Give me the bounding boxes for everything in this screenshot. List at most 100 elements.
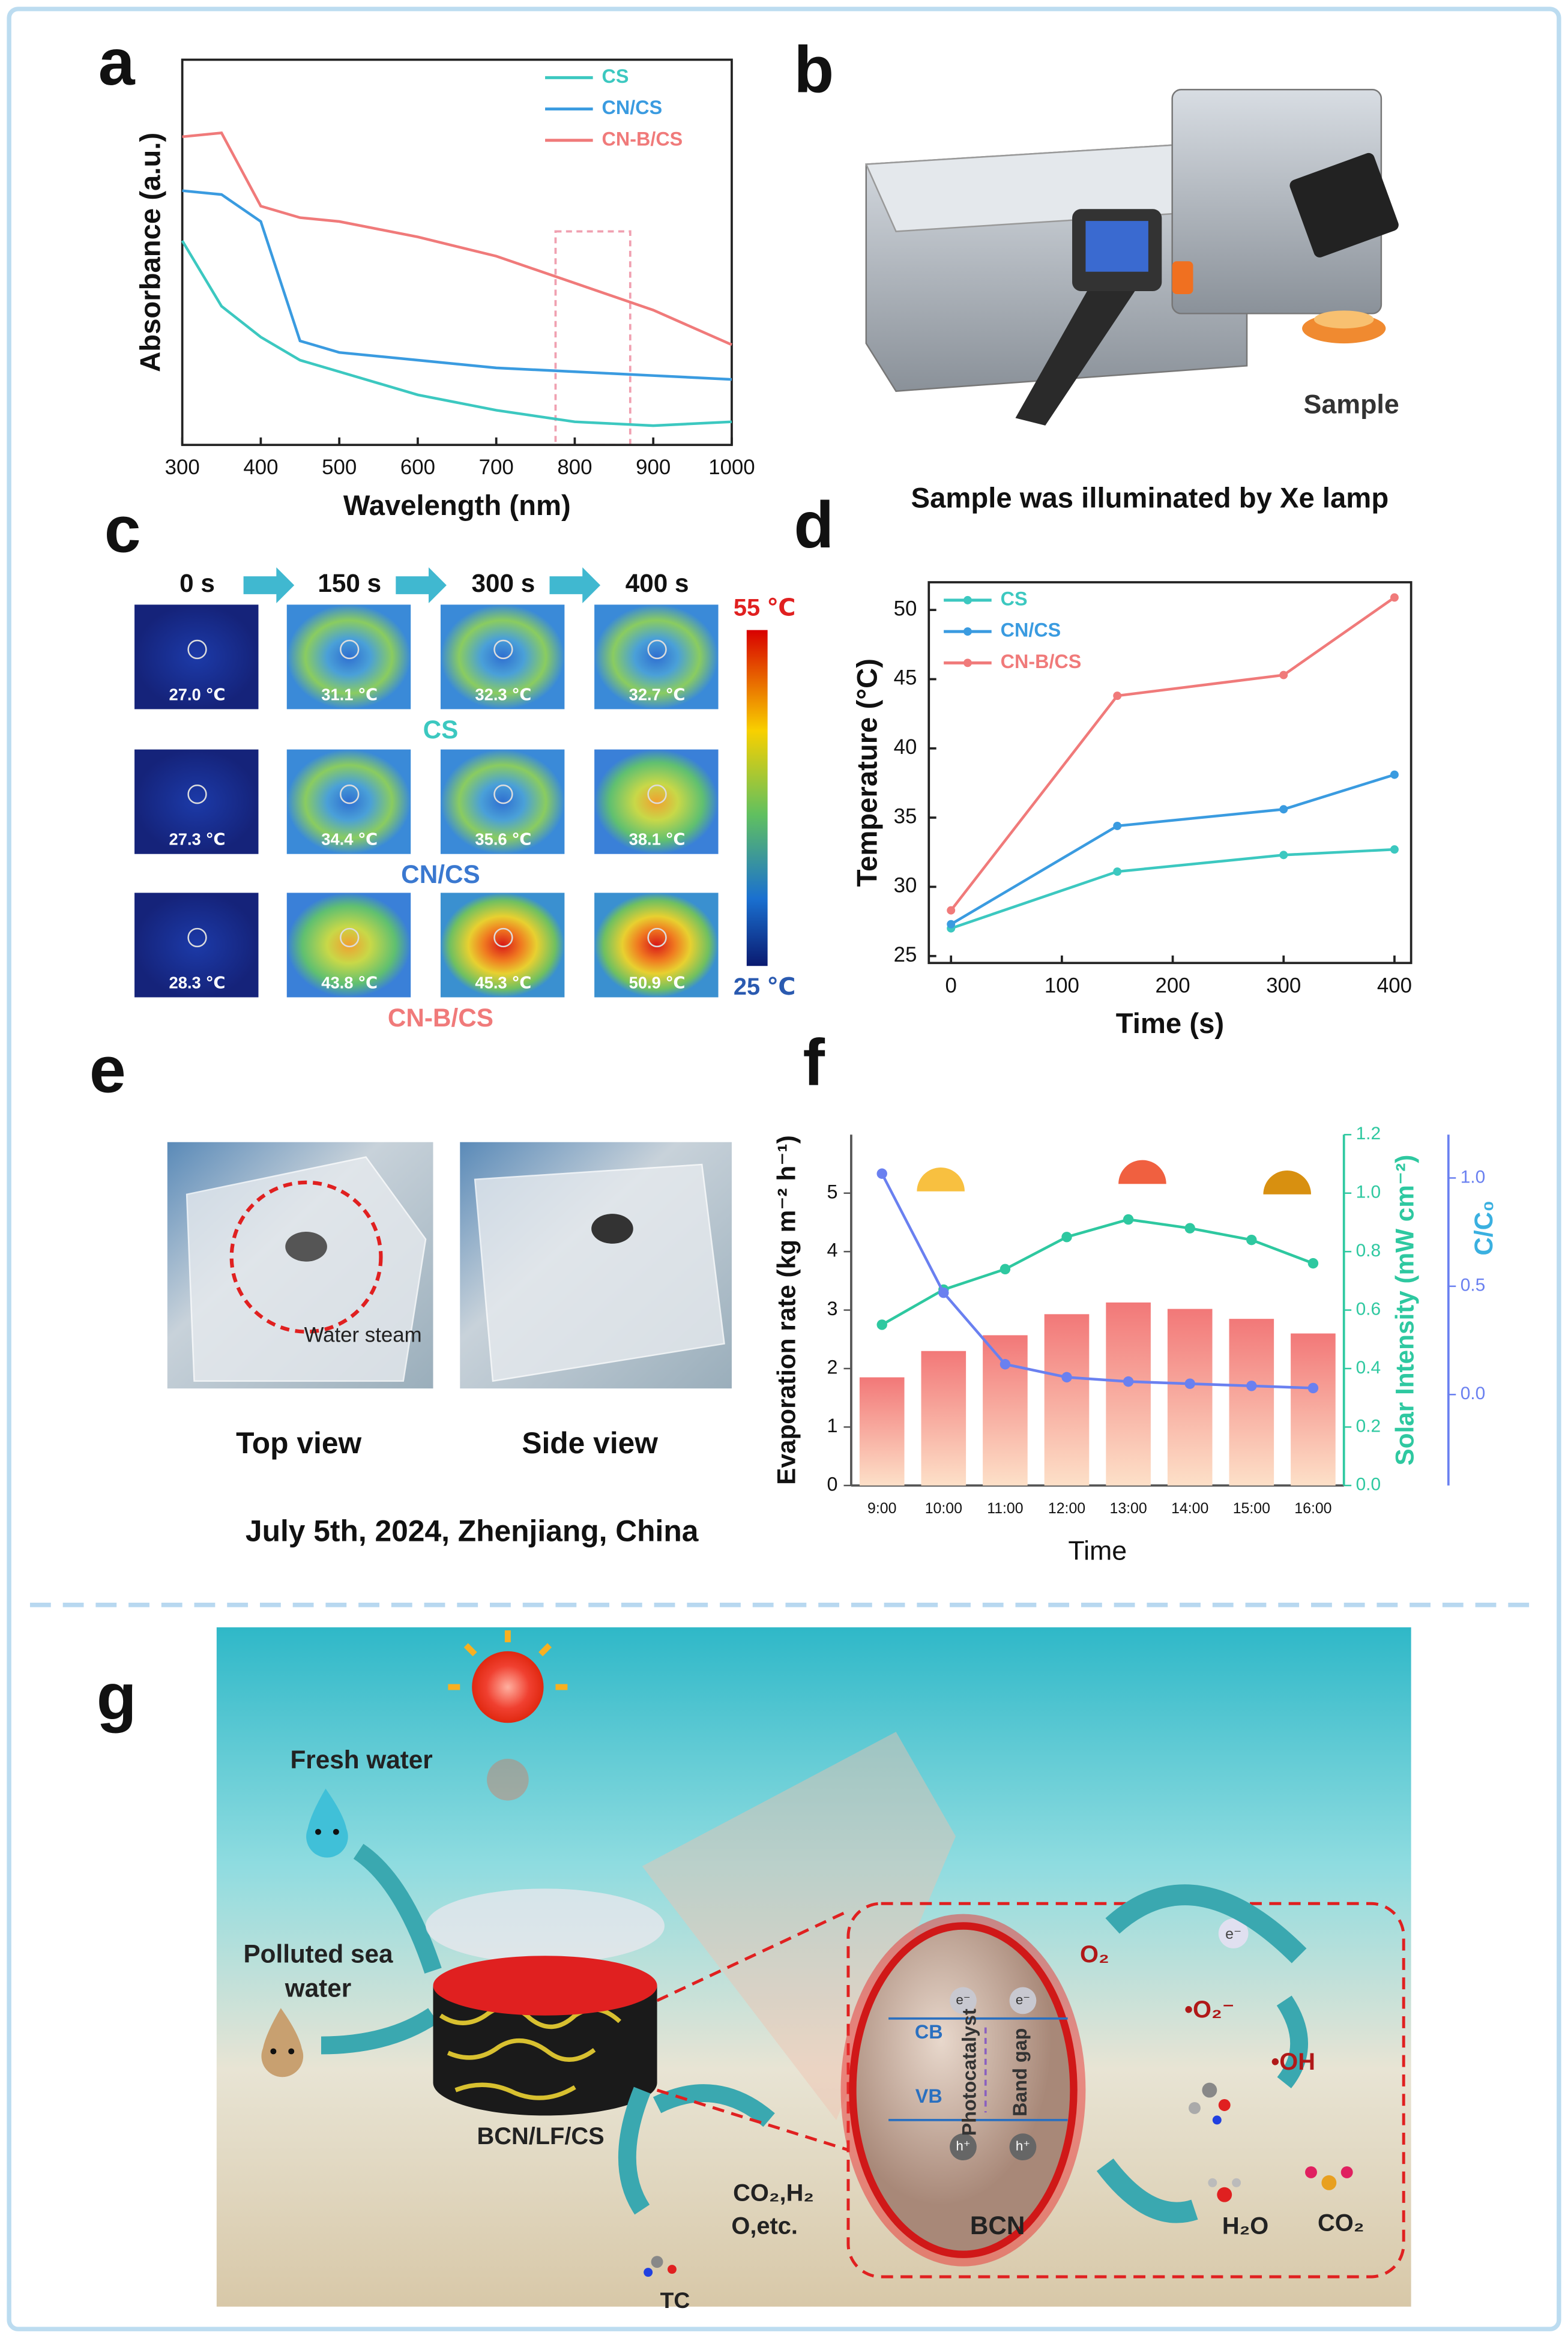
x-tick-label: 500 xyxy=(322,456,357,479)
x-tick-label: 200 xyxy=(1156,974,1190,997)
x-axis-label: Wavelength (nm) xyxy=(343,490,571,522)
temperature-label: 28.3 ℃ xyxy=(169,973,226,992)
thermal-image xyxy=(440,893,565,998)
series-marker xyxy=(1279,805,1288,814)
legend-label: CS xyxy=(602,65,629,87)
spot-marker xyxy=(187,639,207,660)
series-marker xyxy=(1307,1258,1319,1269)
y-axis-label: Evaporation rate (kg m⁻² h⁻¹) xyxy=(773,1135,801,1484)
weather-icon xyxy=(917,1167,965,1192)
label: CO₂ xyxy=(1318,2210,1364,2236)
series-marker xyxy=(1307,1382,1319,1394)
spot-marker xyxy=(493,785,513,804)
y3-tick-label: 0.0 xyxy=(1461,1384,1485,1403)
legend-marker xyxy=(963,627,972,636)
y-tick-label: 45 xyxy=(894,666,917,690)
x-tick-label: 100 xyxy=(1045,974,1079,997)
x-axis-label: Time xyxy=(1068,1536,1127,1566)
legend-label: CS xyxy=(1001,588,1028,609)
label: BCN xyxy=(970,2211,1025,2240)
highlight-box xyxy=(554,230,632,447)
label: H₂O xyxy=(1222,2213,1268,2239)
x-tick-label: 400 xyxy=(243,456,278,479)
panel-letter: d xyxy=(794,489,834,562)
spot-marker xyxy=(647,927,667,948)
row-label: CN-B/CS xyxy=(388,1004,493,1032)
time-arrow xyxy=(549,567,601,603)
label: Polluted sea xyxy=(243,1939,393,1968)
label: CB xyxy=(915,2021,943,2043)
thermal-image xyxy=(134,604,259,710)
x-tick-label: 900 xyxy=(636,456,671,479)
series-marker xyxy=(1390,593,1399,602)
y-tick-label: 4 xyxy=(827,1240,838,1261)
temperature-label: 27.3 ℃ xyxy=(169,830,226,849)
series-marker xyxy=(1390,845,1399,854)
bar xyxy=(983,1335,1028,1486)
thermal-image xyxy=(286,749,411,854)
x-tick-label: 300 xyxy=(165,456,200,479)
series-marker xyxy=(1279,851,1288,860)
time-arrow xyxy=(396,567,447,603)
temperature-label: 27.0 ℃ xyxy=(169,685,226,704)
temperature-label: 43.8 ℃ xyxy=(321,973,378,992)
photos xyxy=(167,1142,732,1389)
series-marker xyxy=(1061,1232,1072,1243)
x-tick-label: 0 xyxy=(945,974,957,997)
time-arrow xyxy=(243,567,295,603)
bar xyxy=(1044,1314,1090,1486)
annotation: Water steam xyxy=(304,1323,422,1346)
legend-marker xyxy=(963,658,972,667)
series-marker xyxy=(1123,1376,1134,1387)
device-illustration xyxy=(864,88,1399,426)
temperature-label: 32.3 ℃ xyxy=(475,685,531,704)
series-marker xyxy=(1000,1359,1011,1370)
thermal-image xyxy=(134,749,259,854)
series-line xyxy=(182,189,732,381)
spot-marker xyxy=(647,785,667,804)
x-tick-label: 300 xyxy=(1266,974,1301,997)
series-marker xyxy=(876,1168,887,1179)
label: •OH xyxy=(1271,2049,1315,2075)
label: O₂ xyxy=(1080,1941,1109,1968)
label: e⁻ xyxy=(1225,1926,1241,1942)
bar xyxy=(1167,1309,1213,1486)
y3-tick-label: 1.0 xyxy=(1461,1167,1485,1187)
series-line xyxy=(950,596,1396,911)
panel-letter: f xyxy=(803,1026,825,1099)
series-marker xyxy=(1246,1234,1257,1246)
series-marker xyxy=(1061,1372,1072,1383)
plot-frame xyxy=(181,58,733,447)
y3-tick-label: 0.5 xyxy=(1461,1276,1485,1295)
temperature-label: 34.4 ℃ xyxy=(321,830,378,849)
y-tick-label: 1 xyxy=(827,1415,838,1436)
y2-tick-label: 0.4 xyxy=(1356,1358,1381,1378)
panel-letter: b xyxy=(794,33,834,106)
scale-min: 25 ℃ xyxy=(734,974,795,1000)
panel-letter: e xyxy=(89,1034,126,1107)
y3-axis-label: C/C₀ xyxy=(1470,1201,1498,1256)
figure-border xyxy=(7,7,1561,2331)
series-line xyxy=(181,240,732,427)
series-marker xyxy=(876,1319,887,1330)
label: e⁻ xyxy=(1016,1992,1030,2007)
thermal-image xyxy=(440,749,565,854)
legend-label: CN/CS xyxy=(602,97,663,118)
x-tick-label: 11:00 xyxy=(987,1500,1023,1517)
temperature-label: 31.1 ℃ xyxy=(321,685,378,704)
panel-letter: a xyxy=(98,26,136,99)
x-tick-label: 14:00 xyxy=(1171,1500,1208,1517)
temperature-label: 38.1 ℃ xyxy=(629,830,686,849)
spot-marker xyxy=(647,639,667,660)
temperature-label: 35.6 ℃ xyxy=(475,830,531,849)
bar xyxy=(1229,1319,1274,1486)
thermal-image xyxy=(286,604,411,710)
label: Photocatalyst xyxy=(958,2008,980,2136)
series-marker xyxy=(947,920,956,929)
legend-label: CN-B/CS xyxy=(1001,651,1082,672)
row-label: CN/CS xyxy=(401,860,480,888)
x-tick-label: 1000 xyxy=(708,456,755,479)
view-label: Top view xyxy=(236,1426,361,1460)
caption: July 5th, 2024, Zhenjiang, China xyxy=(246,1514,699,1548)
